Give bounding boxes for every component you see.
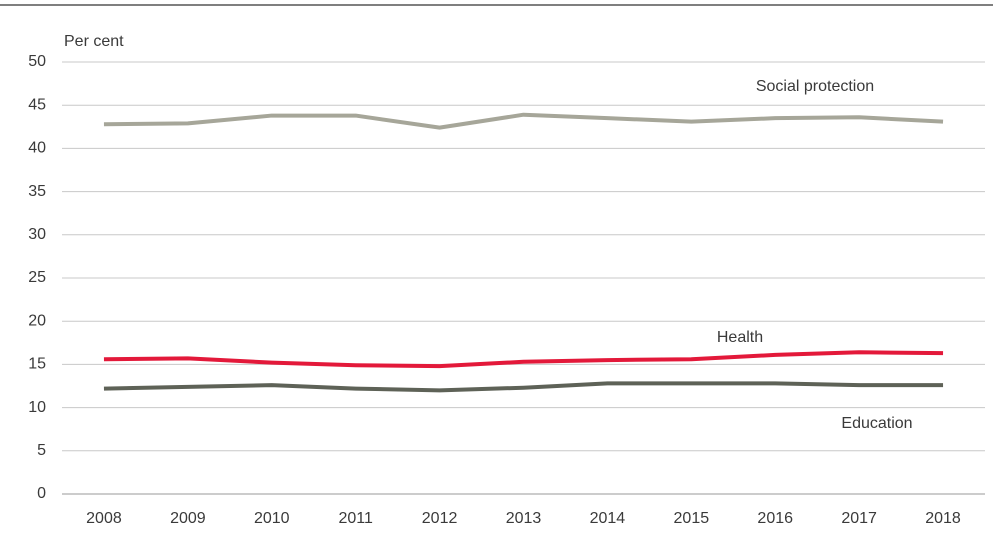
y-tick-label: 20 — [28, 312, 46, 329]
y-tick-label: 40 — [28, 140, 46, 157]
y-tick-label: 50 — [28, 53, 46, 70]
y-tick-label: 0 — [37, 485, 46, 502]
x-tick-label: 2018 — [925, 510, 961, 527]
y-tick-label: 10 — [28, 399, 46, 416]
x-tick-label: 2009 — [170, 510, 206, 527]
x-tick-label: 2008 — [86, 510, 122, 527]
x-tick-label: 2011 — [338, 510, 373, 527]
x-tick-label: 2010 — [254, 510, 290, 527]
x-tick-label: 2016 — [757, 510, 793, 527]
y-tick-label: 25 — [28, 269, 46, 286]
y-axis-label: Per cent — [64, 33, 124, 50]
x-tick-label: 2013 — [506, 510, 542, 527]
y-tick-label: 35 — [28, 183, 46, 200]
series-line — [103, 350, 944, 369]
series-label: Social protection — [756, 78, 874, 95]
series-line — [103, 112, 944, 130]
series-label: Health — [717, 329, 763, 346]
x-tick-label: 2012 — [422, 510, 458, 527]
x-tick-label: 2014 — [590, 510, 626, 527]
y-tick-label: 45 — [28, 96, 46, 113]
x-tick-label: 2015 — [674, 510, 710, 527]
y-tick-label: 5 — [37, 442, 46, 459]
y-tick-label: 15 — [28, 356, 46, 373]
series-line — [103, 381, 944, 393]
y-tick-label: 30 — [28, 226, 46, 243]
x-tick-label: 2017 — [841, 510, 877, 527]
series-label: Education — [841, 415, 912, 432]
